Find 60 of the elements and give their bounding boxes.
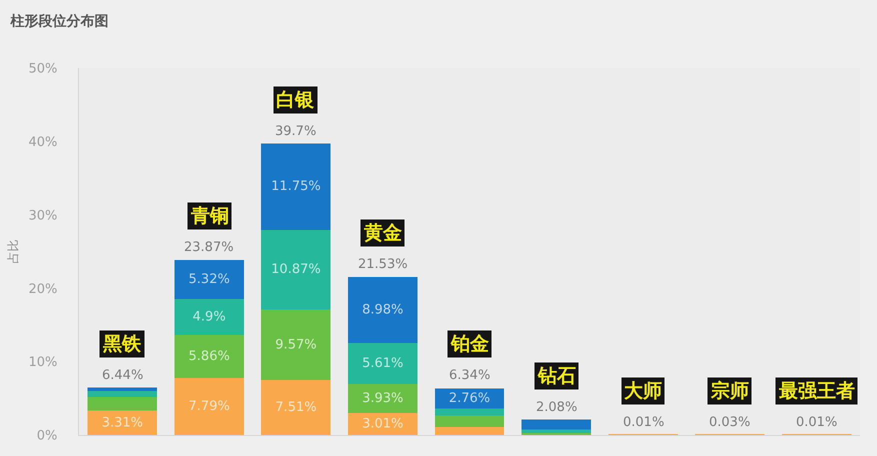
x-tick-label: 白银 — [276, 89, 315, 111]
total-label: 0.01% — [796, 415, 838, 430]
total-label: 6.34% — [449, 368, 490, 383]
total-label: 6.44% — [102, 368, 144, 383]
bar — [174, 298, 244, 335]
chart-title: 柱形段位分布图 — [10, 13, 109, 30]
data-label: 9.57% — [275, 337, 317, 352]
data-label: 11.75% — [271, 179, 321, 194]
y-tick-label: 10% — [28, 355, 58, 370]
data-label: 8.98% — [362, 302, 404, 318]
x-tick-label: 最强王者 — [778, 380, 855, 402]
y-tick-label: 20% — [28, 282, 58, 297]
data-label: 3.01% — [362, 416, 404, 432]
x-tick-label: 大师 — [624, 380, 662, 402]
data-label: 3.93% — [362, 390, 404, 406]
data-label: 4.9% — [192, 309, 226, 324]
bar — [522, 420, 591, 430]
bar — [174, 334, 244, 378]
data-label: 5.86% — [188, 348, 230, 364]
bar — [88, 410, 158, 435]
bar — [174, 260, 244, 299]
bar — [434, 415, 504, 427]
bar — [348, 342, 418, 384]
bar — [174, 378, 244, 435]
data-label: 5.32% — [188, 272, 230, 287]
y-tick-label: 0% — [36, 428, 58, 444]
data-label: 10.87% — [271, 262, 321, 278]
total-label: 2.08% — [536, 400, 578, 415]
bar — [88, 396, 158, 411]
bar — [261, 230, 331, 310]
bar — [261, 310, 331, 380]
total-label: 39.7% — [275, 124, 316, 139]
bar — [348, 384, 418, 413]
data-label: 5.61% — [362, 356, 404, 371]
x-tick-label: 宗师 — [710, 380, 749, 402]
x-tick-label: 黄金 — [363, 222, 402, 244]
x-tick-label: 钻石 — [537, 365, 576, 387]
bar — [88, 390, 158, 397]
data-label: 7.51% — [275, 400, 317, 415]
bar — [434, 408, 504, 416]
x-tick-label: 铂金 — [450, 333, 489, 355]
y-axis-title: 占比 — [6, 240, 20, 264]
total-label: 0.01% — [623, 415, 664, 430]
bar — [261, 144, 331, 230]
bar — [348, 276, 418, 343]
y-tick-label: 40% — [28, 134, 58, 150]
x-tick-label: 青铜 — [190, 205, 229, 227]
y-tick-label: 30% — [28, 208, 58, 224]
y-tick-label: 50% — [28, 62, 58, 77]
bar — [522, 429, 591, 433]
bar — [88, 388, 158, 391]
x-tick-label: 黑铁 — [102, 333, 142, 355]
data-label: 7.79% — [188, 398, 230, 414]
bar — [434, 426, 504, 435]
bar — [261, 380, 331, 435]
data-label: 3.31% — [102, 415, 144, 430]
total-label: 0.03% — [709, 415, 750, 430]
total-label: 21.53% — [358, 257, 408, 272]
total-label: 23.87% — [184, 240, 234, 255]
data-label: 2.76% — [448, 391, 490, 406]
